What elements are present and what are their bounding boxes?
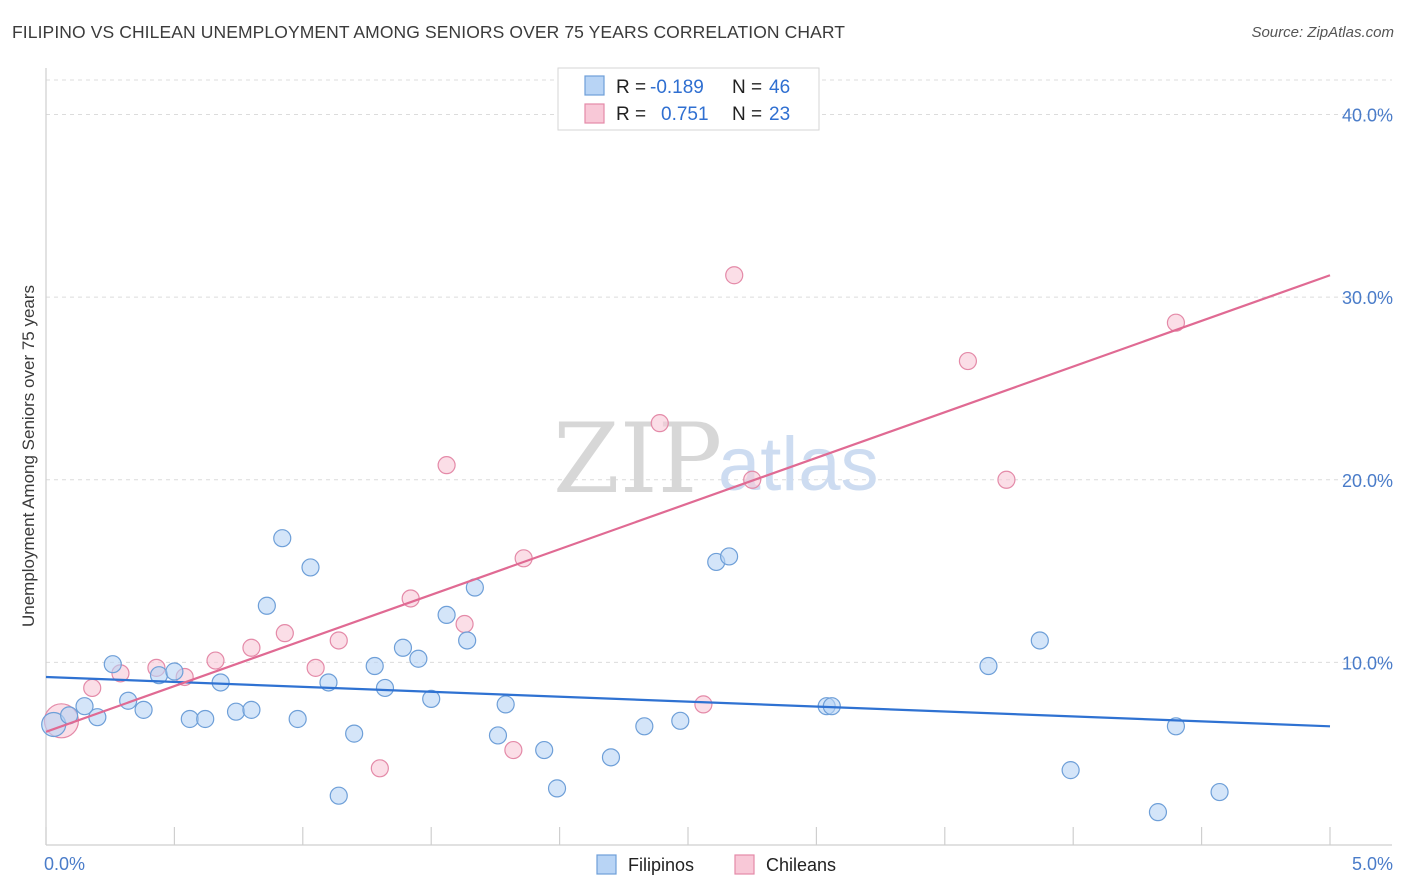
y-tick-label-2: 30.0% bbox=[1342, 288, 1393, 308]
chileans-point-14 bbox=[504, 740, 523, 760]
filipinos-point-26 bbox=[437, 605, 456, 625]
filipinos-point-14 bbox=[257, 596, 276, 615]
watermark-zip: ZIP bbox=[553, 403, 722, 515]
filipinos-point-31 bbox=[535, 740, 554, 760]
bottom-legend-swatch-filipinos bbox=[596, 854, 617, 875]
chileans-point-12 bbox=[437, 456, 456, 475]
chileans-point-13 bbox=[455, 614, 474, 634]
x-tick-labels: 0.0% 5.0% bbox=[44, 854, 1393, 874]
filipinos-point-20 bbox=[345, 724, 364, 743]
chileans-point-20 bbox=[958, 351, 978, 371]
filipinos-point-23 bbox=[393, 638, 413, 657]
filipinos-point-24 bbox=[409, 649, 428, 668]
chileans-point-18 bbox=[725, 266, 744, 285]
filipinos-point-35 bbox=[671, 711, 690, 730]
filipinos-point-37 bbox=[719, 547, 739, 566]
legend: R = -0.189 N = 46 R = 0.751 N = 23 bbox=[557, 67, 820, 131]
filipinos-point-19 bbox=[329, 786, 348, 805]
filipinos-point-25 bbox=[422, 689, 441, 709]
filipinos-point-40 bbox=[979, 656, 998, 676]
chileans-point-7 bbox=[275, 624, 294, 643]
bottom-legend-chileans: Chileans bbox=[766, 855, 836, 875]
x-tick-label-0: 0.0% bbox=[44, 854, 85, 874]
filipinos-point-34 bbox=[635, 717, 654, 736]
bottom-legend-filipinos: Filipinos bbox=[628, 855, 694, 875]
bottom-legend-swatch-chileans bbox=[734, 854, 755, 875]
chileans-point-10 bbox=[370, 759, 389, 778]
legend-n-label-chileans: N = bbox=[732, 104, 762, 125]
chileans-point-16 bbox=[650, 414, 669, 433]
legend-r-value-chileans: 0.751 bbox=[661, 104, 709, 125]
filipinos-point-4 bbox=[103, 655, 122, 674]
legend-r-label-chileans: R = bbox=[616, 104, 646, 125]
legend-r-value-filipinos: -0.189 bbox=[650, 77, 704, 98]
chileans-point-6 bbox=[242, 638, 261, 657]
filipinos-point-16 bbox=[288, 709, 307, 729]
y-tick-label-0: 10.0% bbox=[1342, 653, 1393, 673]
legend-n-value-filipinos: 46 bbox=[769, 77, 790, 98]
filipinos-point-10 bbox=[196, 709, 215, 729]
filipinos-point-33 bbox=[601, 748, 621, 767]
legend-swatch-filipinos bbox=[584, 75, 605, 96]
y-axis-label: Unemployment Among Seniors over 75 years bbox=[19, 285, 38, 627]
filipinos-point-32 bbox=[547, 779, 567, 798]
trend-lines bbox=[45, 274, 1331, 733]
filipinos-trend-line bbox=[45, 675, 1331, 728]
filipinos-point-21 bbox=[365, 656, 384, 676]
legend-r-label-filipinos: R = bbox=[616, 77, 646, 98]
y-tick-labels: 10.0% 20.0% 30.0% 40.0% bbox=[1342, 106, 1393, 674]
filipinos-point-2 bbox=[75, 697, 94, 716]
chileans-point-5 bbox=[206, 651, 225, 670]
chileans-point-17 bbox=[694, 695, 713, 714]
y-tick-label-3: 40.0% bbox=[1342, 106, 1393, 126]
x-tick-label-1: 5.0% bbox=[1352, 854, 1393, 874]
filipinos-point-45 bbox=[1210, 782, 1229, 802]
filipinos-point-41 bbox=[1030, 631, 1049, 650]
filipinos-point-13 bbox=[242, 700, 261, 719]
chart-title: FILIPINO VS CHILEAN UNEMPLOYMENT AMONG S… bbox=[12, 22, 846, 42]
filipinos-point-29 bbox=[488, 726, 508, 745]
bottom-legend: Filipinos Chileans bbox=[596, 854, 836, 875]
filipinos-point-22 bbox=[375, 678, 395, 698]
filipinos-point-15 bbox=[273, 529, 292, 548]
gridlines bbox=[46, 79, 1392, 663]
y-tick-label-1: 20.0% bbox=[1342, 471, 1393, 491]
chileans-point-9 bbox=[329, 631, 348, 650]
chart-source: Source: ZipAtlas.com bbox=[1251, 24, 1394, 41]
filipinos-point-42 bbox=[1061, 761, 1080, 780]
watermark: ZIP atlas bbox=[553, 403, 879, 515]
filipinos-point-44 bbox=[1148, 803, 1168, 822]
filipinos-point-9 bbox=[180, 709, 199, 729]
filipinos-point-27 bbox=[458, 631, 477, 650]
legend-n-label-filipinos: N = bbox=[732, 77, 762, 98]
chileans-point-8 bbox=[306, 658, 325, 677]
filipinos-point-43 bbox=[1166, 717, 1186, 736]
filipinos-point-8 bbox=[165, 662, 184, 681]
filipinos-point-12 bbox=[226, 702, 246, 721]
legend-n-value-chileans: 23 bbox=[769, 104, 790, 125]
filipinos-point-30 bbox=[496, 695, 515, 714]
filipinos-points bbox=[41, 529, 1229, 822]
legend-swatch-chileans bbox=[584, 103, 605, 124]
filipinos-point-6 bbox=[134, 700, 153, 719]
chileans-point-22 bbox=[1166, 313, 1186, 332]
chileans-points bbox=[43, 266, 1186, 778]
chileans-point-21 bbox=[997, 470, 1016, 489]
chileans-point-1 bbox=[83, 678, 102, 698]
chileans-trend-line bbox=[45, 274, 1331, 733]
filipinos-point-17 bbox=[301, 558, 320, 577]
